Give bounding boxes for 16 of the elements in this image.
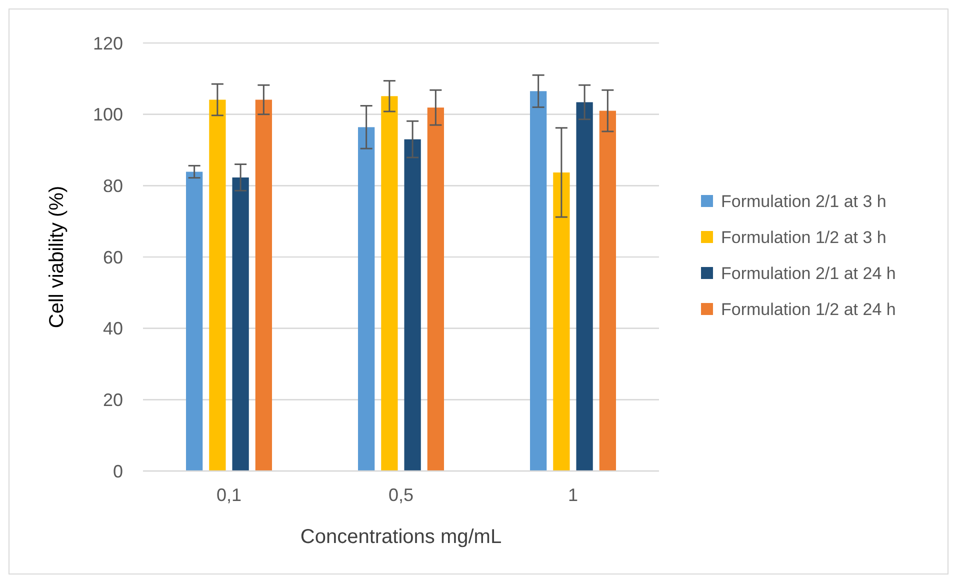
y-tick-label: 100 xyxy=(92,104,123,125)
legend-label: Formulation 2/1 at 24 h xyxy=(721,264,896,283)
x-tick-label: 0,1 xyxy=(216,485,242,505)
y-tick-label: 20 xyxy=(102,390,123,410)
x-tick-label: 1 xyxy=(568,485,578,505)
y-tick-label: 80 xyxy=(102,176,123,196)
y-tick-label: 40 xyxy=(102,318,123,339)
legend-label: Formulation 1/2 at 24 h xyxy=(721,300,896,319)
y-tick-label: 60 xyxy=(102,247,123,268)
legend-label: Formulation 2/1 at 3 h xyxy=(721,192,886,211)
y-tick-label: 0 xyxy=(112,461,123,482)
y-tick-label: 120 xyxy=(92,33,123,54)
y-axis-title: Cell viability (%) xyxy=(46,186,68,328)
x-axis-title: Concentrations mg/mL xyxy=(300,526,502,548)
legend-label: Formulation 1/2 at 3 h xyxy=(721,228,886,247)
x-tick-label: 0,5 xyxy=(388,485,414,505)
